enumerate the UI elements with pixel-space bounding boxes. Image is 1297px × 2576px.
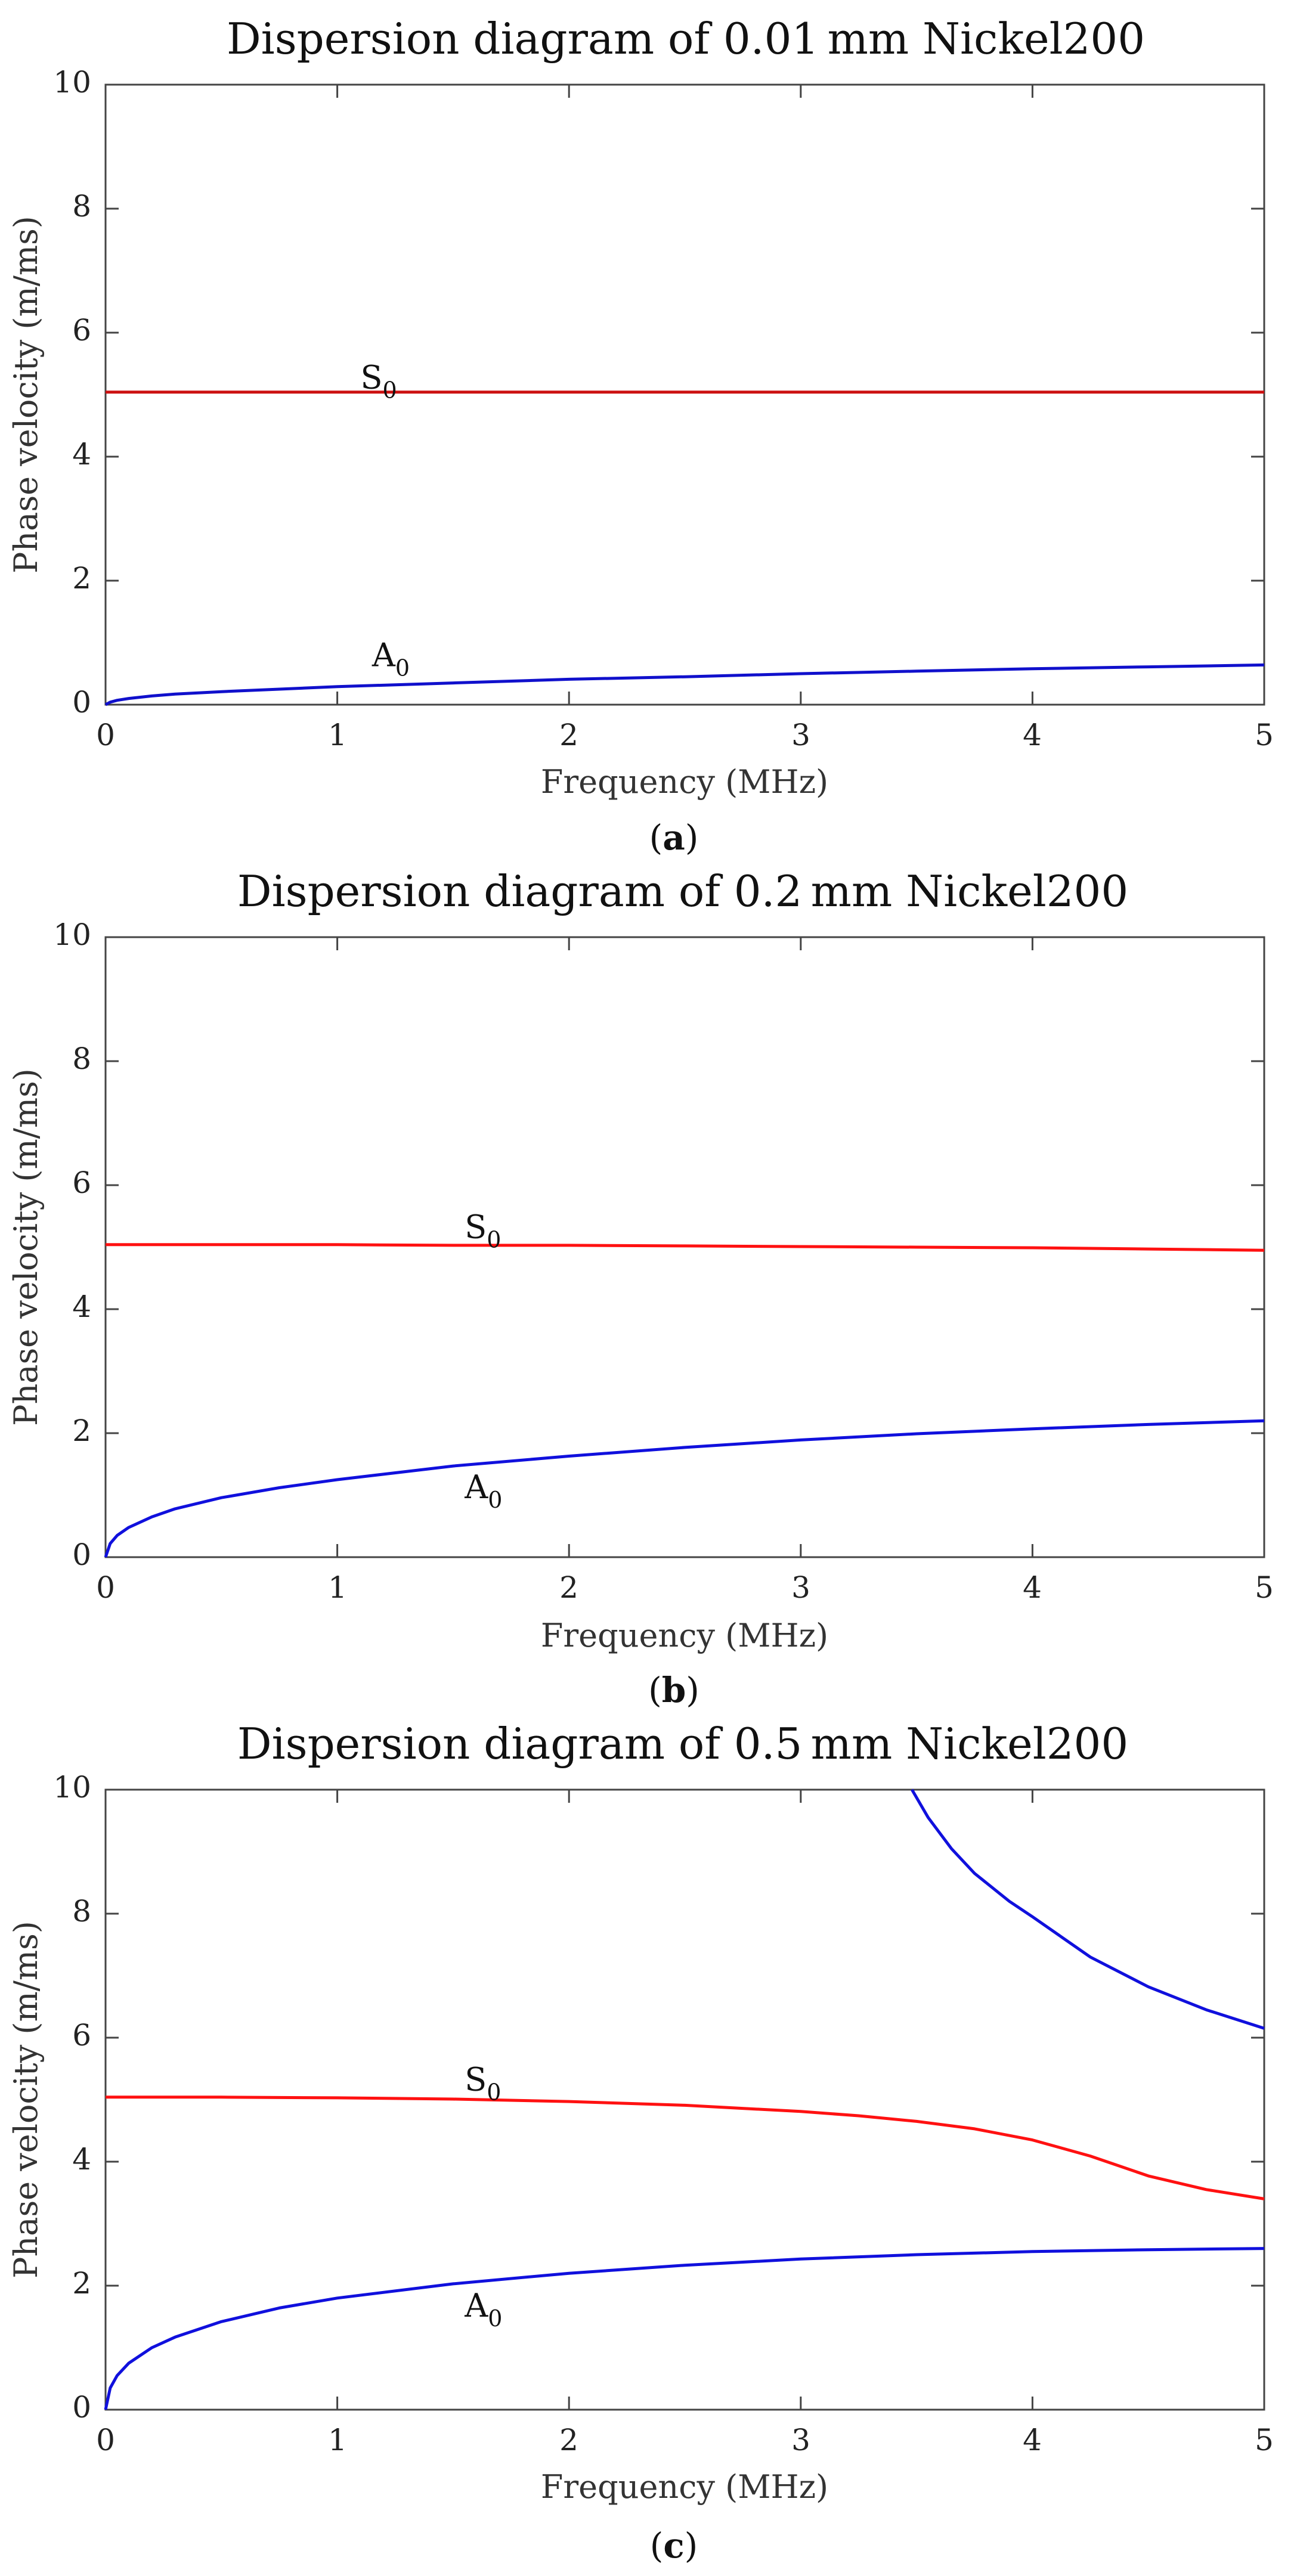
panel-a-label-a0: A0: [372, 637, 410, 681]
panel-c-series-a0: [104, 2247, 1265, 2410]
panel-b-label-a0: A0: [464, 1468, 502, 1513]
panel-c-ytick-0: 0: [72, 2390, 91, 2425]
panel-c-series-higher-mode: [911, 1788, 1265, 2030]
panel-b: Dispersion diagram of 0.2 mm Nickel200 0…: [7, 866, 1274, 1710]
panel-a-ytick-0: 0: [72, 685, 91, 720]
panel-c-ytick-4: 4: [72, 2142, 91, 2177]
panel-a-xtick-3: 3: [791, 718, 810, 752]
panel-a-ytick-10: 10: [53, 65, 91, 100]
panel-a-xtick-5: 5: [1255, 718, 1274, 752]
panel-b-ytick-labels: 0 2 4 6 8 10: [53, 917, 91, 1572]
panel-b-title: Dispersion diagram of 0.2 mm Nickel200: [237, 866, 1128, 916]
panel-b-ytick-8: 8: [72, 1041, 91, 1076]
panel-c-xtick-3: 3: [791, 2423, 810, 2457]
panel-b-series-a0: [104, 1419, 1265, 1558]
panel-c-ytick-2: 2: [72, 2266, 91, 2301]
panel-b-series-s0: [106, 1243, 1265, 1252]
panel-b-ytick-4: 4: [72, 1289, 91, 1324]
panel-b-xtick-5: 5: [1255, 1570, 1274, 1605]
panel-c-xtick-4: 4: [1023, 2423, 1042, 2457]
panel-a-ylabel: Phase velocity (m/ms): [7, 216, 45, 574]
panel-b-tick-marks: [104, 936, 1265, 1558]
panel-a-ytick-2: 2: [72, 561, 91, 596]
panel-a-xtick-2: 2: [559, 718, 578, 752]
panel-c-xtick-5: 5: [1255, 2423, 1274, 2457]
panel-a-plot-frame: [104, 83, 1265, 706]
panel-a-title: Dispersion diagram of 0.01 mm Nickel200: [227, 14, 1145, 64]
panel-c-series-s0: [106, 2095, 1265, 2200]
panel-c-label-a0: A0: [464, 2287, 502, 2332]
panel-c-ytick-10: 10: [53, 1770, 91, 1805]
panel-c-plot-frame: [104, 1788, 1265, 2411]
panel-a-series-a0: [104, 663, 1265, 706]
panel-b-xtick-1: 1: [328, 1570, 347, 1605]
panel-b-xtick-4: 4: [1023, 1570, 1042, 1605]
panel-b-ytick-2: 2: [72, 1413, 91, 1448]
panel-a-ytick-8: 8: [72, 189, 91, 224]
panel-b-xtick-0: 0: [96, 1570, 115, 1605]
panel-a-ytick-4: 4: [72, 437, 91, 472]
panel-a-label-s0: S0: [361, 359, 397, 404]
panel-c-tick-marks: [104, 1788, 1265, 2411]
panel-b-ylabel: Phase velocity (m/ms): [7, 1068, 45, 1426]
panel-b-xtick-2: 2: [559, 1570, 578, 1605]
panel-a-xlabel: Frequency (MHz): [541, 763, 828, 801]
panel-b-ytick-10: 10: [53, 917, 91, 952]
panel-b-ytick-0: 0: [72, 1537, 91, 1572]
panel-b-label-s0: S0: [465, 1208, 501, 1253]
panel-c-xtick-0: 0: [96, 2423, 115, 2457]
panel-a-xtick-1: 1: [328, 718, 347, 752]
panel-c-xtick-labels: 0 1 2 3 4 5: [96, 2423, 1274, 2457]
panel-c-ytick-8: 8: [72, 1894, 91, 1929]
panel-c-title: Dispersion diagram of 0.5 mm Nickel200: [237, 1719, 1128, 1769]
panel-a-tick-marks: [104, 83, 1265, 706]
panel-a: Dispersion diagram of 0.01 mm Nickel200 …: [7, 14, 1274, 858]
panel-c-ylabel: Phase velocity (m/ms): [7, 1921, 45, 2279]
panel-b-plot-frame: [104, 936, 1265, 1558]
panel-c-xtick-1: 1: [328, 2423, 347, 2457]
panel-a-ytick-labels: 0 2 4 6 8 10: [53, 65, 91, 720]
panel-c-xtick-2: 2: [559, 2423, 578, 2457]
panel-a-xtick-0: 0: [96, 718, 115, 752]
panel-b-xtick-labels: 0 1 2 3 4 5: [96, 1570, 1274, 1605]
panel-c-xlabel: Frequency (MHz): [541, 2468, 828, 2506]
panel-a-xtick-4: 4: [1023, 718, 1042, 752]
panel-c: Dispersion diagram of 0.5 mm Nickel200 0…: [7, 1719, 1274, 2566]
panel-c-ytick-labels: 0 2 4 6 8 10: [53, 1770, 91, 2425]
panel-c-ytick-6: 6: [72, 2018, 91, 2053]
panel-b-xtick-3: 3: [791, 1570, 810, 1605]
panel-b-caption: (b): [648, 1670, 699, 1710]
panel-a-ytick-6: 6: [72, 313, 91, 348]
panel-b-xlabel: Frequency (MHz): [541, 1617, 828, 1654]
panel-b-ytick-6: 6: [72, 1165, 91, 1200]
panel-a-caption: (a): [649, 817, 699, 858]
panel-c-label-s0: S0: [465, 2060, 501, 2105]
panel-a-xtick-labels: 0 1 2 3 4 5: [96, 718, 1274, 752]
panel-c-caption: (c): [650, 2525, 698, 2566]
